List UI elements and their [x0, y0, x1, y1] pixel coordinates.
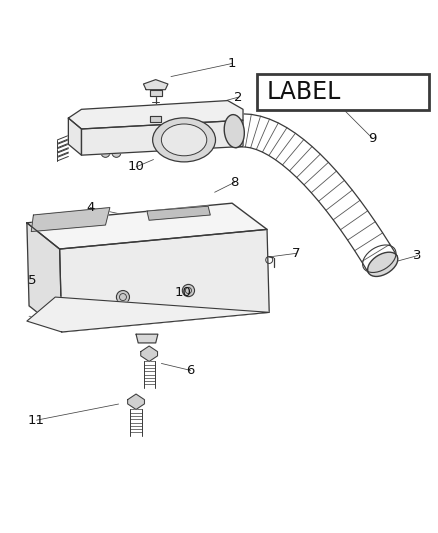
Text: 4: 4: [86, 201, 94, 214]
Polygon shape: [136, 334, 158, 343]
Polygon shape: [31, 207, 110, 231]
Polygon shape: [27, 203, 267, 249]
Polygon shape: [27, 297, 269, 332]
Text: 7: 7: [292, 247, 300, 260]
Text: 6: 6: [187, 364, 195, 377]
Text: 3: 3: [413, 249, 422, 262]
Text: 2: 2: [234, 91, 243, 103]
Polygon shape: [147, 206, 210, 220]
Text: 5: 5: [28, 274, 36, 287]
Text: 11: 11: [28, 414, 45, 427]
Circle shape: [112, 149, 121, 157]
Polygon shape: [150, 90, 162, 96]
Circle shape: [117, 290, 130, 304]
Polygon shape: [27, 223, 62, 332]
Text: 8: 8: [230, 176, 239, 189]
Text: LABEL: LABEL: [267, 80, 341, 104]
Polygon shape: [141, 346, 158, 361]
Circle shape: [101, 149, 110, 157]
Text: 9: 9: [368, 132, 377, 145]
Text: 1: 1: [228, 57, 237, 70]
Polygon shape: [68, 118, 81, 155]
Text: 10: 10: [175, 286, 192, 299]
Polygon shape: [68, 101, 243, 129]
Text: 10: 10: [127, 160, 145, 173]
Circle shape: [182, 285, 194, 297]
Polygon shape: [150, 116, 161, 123]
Polygon shape: [60, 229, 269, 332]
Polygon shape: [81, 120, 243, 155]
Ellipse shape: [152, 118, 215, 162]
Ellipse shape: [367, 252, 398, 277]
Polygon shape: [144, 79, 168, 90]
Ellipse shape: [161, 124, 207, 156]
Polygon shape: [127, 394, 145, 409]
Bar: [258, 75, 428, 110]
Ellipse shape: [224, 115, 244, 148]
